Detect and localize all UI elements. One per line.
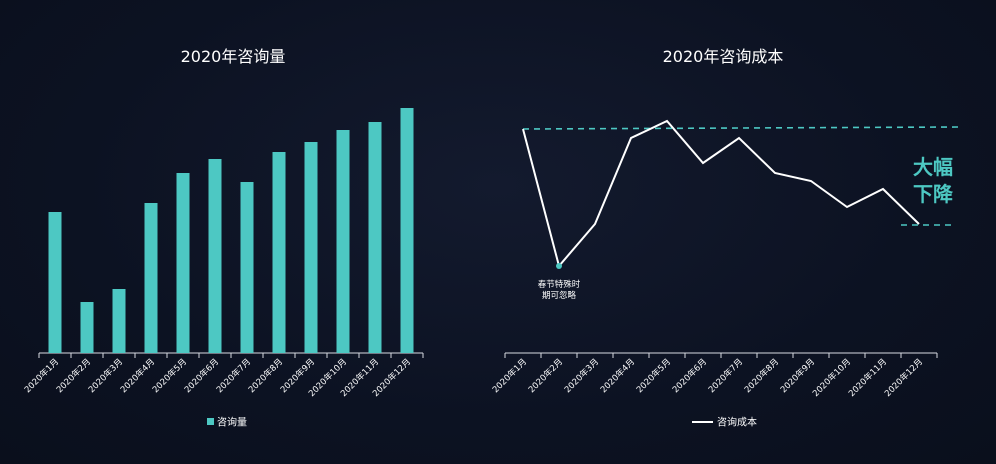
bar-chart: 2020年咨询量 2020年1月2020年2月2020年3月2020年4月202…	[22, 47, 424, 429]
feb-annotation-line-2: 期可忽略	[542, 290, 577, 301]
high-reference-dashed-line	[522, 126, 959, 130]
line-x-tick-labels: 2020年1月2020年2月2020年3月2020年4月2020年5月2020年…	[490, 356, 925, 399]
line-x-tick-label-3: 2020年3月	[562, 356, 601, 395]
line-point-4[interactable]	[629, 136, 633, 140]
line-x-ticks	[504, 353, 938, 358]
line-point-8[interactable]	[773, 171, 777, 175]
bar-legend-label: 咨询量	[217, 416, 247, 429]
line-x-tick-label-6: 2020年6月	[670, 356, 709, 395]
line-point-3[interactable]	[593, 222, 597, 226]
bar-marks	[48, 108, 414, 353]
drop-label-line-1: 大幅	[913, 155, 953, 179]
bar-x-ticks	[38, 353, 424, 358]
bar-4[interactable]	[144, 203, 158, 353]
line-chart-title: 2020年咨询成本	[663, 47, 784, 66]
bar-chart-title: 2020年咨询量	[181, 47, 286, 66]
bar-6[interactable]	[208, 159, 222, 353]
cost-series-line	[522, 119, 920, 269]
drop-label-line-2: 下降	[913, 182, 954, 206]
bar-8[interactable]	[272, 152, 286, 353]
line-point-9[interactable]	[809, 179, 813, 183]
feb-annotation: 春节特殊时 期可忽略	[538, 279, 581, 301]
feb-annotation-line-1: 春节特殊时	[538, 279, 581, 290]
line-x-tick-label-2: 2020年2月	[526, 356, 565, 395]
line-x-tick-label-12: 2020年12月	[882, 356, 925, 399]
line-point-12[interactable]	[917, 222, 921, 226]
bar-1[interactable]	[48, 212, 62, 353]
bar-5[interactable]	[176, 173, 190, 353]
line-x-tick-label-7: 2020年7月	[706, 356, 745, 395]
line-x-tick-label-9: 2020年9月	[778, 356, 817, 395]
line-point-2[interactable]	[557, 264, 561, 268]
line-point-10[interactable]	[845, 205, 849, 209]
bar-12[interactable]	[400, 108, 414, 353]
bar-11[interactable]	[368, 122, 382, 353]
line-legend[interactable]: 咨询成本	[692, 416, 757, 429]
drop-label: 大幅 下降	[913, 155, 954, 206]
bar-10[interactable]	[336, 130, 350, 353]
bar-legend[interactable]: 咨询量	[207, 416, 247, 429]
line-point-6[interactable]	[701, 161, 705, 165]
bar-2[interactable]	[80, 302, 94, 353]
line-x-tick-label-8: 2020年8月	[742, 356, 781, 395]
line-point-1[interactable]	[521, 127, 525, 131]
line-point-11[interactable]	[881, 187, 885, 191]
bar-3[interactable]	[112, 289, 126, 353]
feb-highlight-point	[556, 263, 562, 269]
line-x-tick-label-5: 2020年5月	[634, 356, 673, 395]
line-x-tick-label-4: 2020年4月	[598, 356, 637, 395]
bar-7[interactable]	[240, 182, 254, 353]
line-point-7[interactable]	[737, 136, 741, 140]
bar-9[interactable]	[304, 142, 318, 353]
line-legend-label: 咨询成本	[717, 416, 757, 429]
line-point-5[interactable]	[665, 119, 669, 123]
line-x-tick-label-1: 2020年1月	[490, 356, 529, 395]
line-chart: 2020年咨询成本 春节特殊时 期可忽略 大幅 下降 2020年1月2020年2…	[490, 47, 959, 429]
bar-legend-swatch	[207, 418, 214, 425]
bar-x-tick-labels: 2020年1月2020年2月2020年3月2020年4月2020年5月2020年…	[22, 356, 413, 399]
